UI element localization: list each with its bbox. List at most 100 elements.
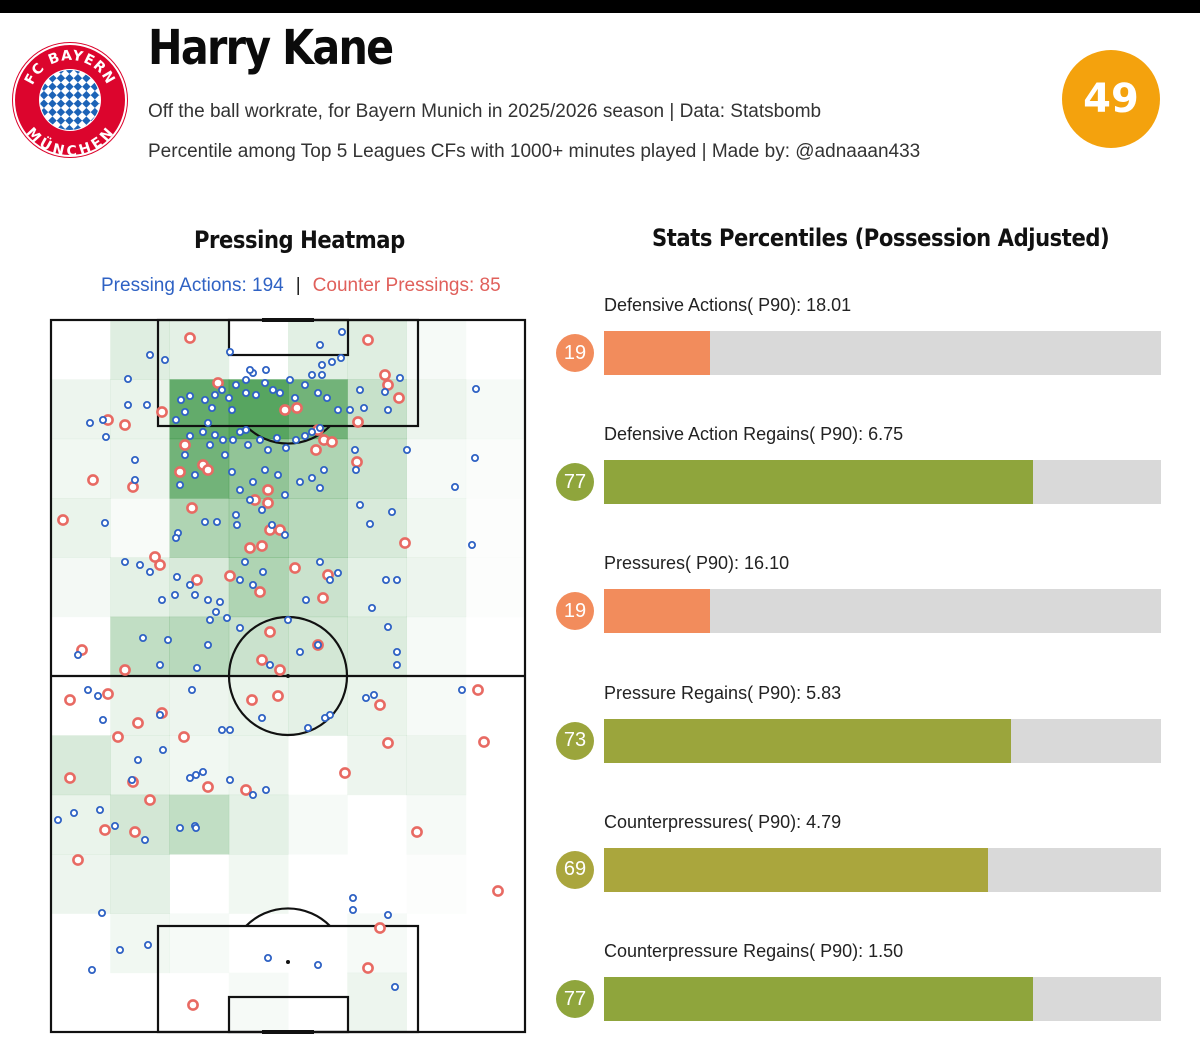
pressing-action-marker xyxy=(470,453,479,462)
pressing-action-marker xyxy=(145,350,154,359)
pressing-action-marker xyxy=(283,616,292,625)
pressing-action-marker xyxy=(133,756,142,765)
counter-pressing-marker xyxy=(129,826,141,838)
pressing-action-marker xyxy=(295,648,304,657)
pressing-action-marker xyxy=(145,568,154,577)
counter-pressing-marker xyxy=(212,377,224,389)
counter-pressing-marker xyxy=(154,559,166,571)
heatmap-cell xyxy=(347,735,407,796)
counter-pressing-marker xyxy=(184,332,196,344)
stat-bar-fill xyxy=(604,460,1033,505)
pressing-action-marker xyxy=(241,375,250,384)
heatmap-cell xyxy=(406,557,467,618)
pressing-action-marker xyxy=(192,664,201,673)
pressing-action-marker xyxy=(240,558,249,567)
heatmap-cell xyxy=(169,320,230,380)
counter-pressing-marker xyxy=(310,444,322,456)
heatmap-cell xyxy=(347,498,407,558)
pressing-action-marker xyxy=(235,485,244,494)
pressing-action-marker xyxy=(257,714,266,723)
pressing-action-marker xyxy=(263,954,272,963)
pressing-action-marker xyxy=(99,415,108,424)
pressing-action-marker xyxy=(191,771,200,780)
pressing-action-marker xyxy=(180,450,189,459)
pressing-action-marker xyxy=(205,616,214,625)
counter-pressing-marker xyxy=(291,402,303,414)
pressing-action-marker xyxy=(313,641,322,650)
pressing-action-marker xyxy=(359,403,368,412)
pressing-action-marker xyxy=(101,519,110,528)
pressing-action-marker xyxy=(383,911,392,920)
heatmap-cell xyxy=(110,735,170,796)
counter-pressing-marker xyxy=(178,731,190,743)
pressing-action-marker xyxy=(205,440,214,449)
pressing-action-marker xyxy=(255,435,264,444)
counter-pressing-marker xyxy=(99,824,111,836)
pressing-action-marker xyxy=(467,541,476,550)
heatmap-cell xyxy=(110,854,170,914)
pressing-action-marker xyxy=(198,427,207,436)
stat-bar-track xyxy=(604,460,1161,505)
heatmap-cell xyxy=(228,735,289,796)
counter-pressing-marker xyxy=(351,456,363,468)
stat-label: Counterpressure Regains( P90): 1.50 xyxy=(604,941,904,961)
pressing-action-marker xyxy=(191,824,200,833)
pressing-action-marker xyxy=(180,407,189,416)
pressing-action-marker xyxy=(355,500,364,509)
pressing-action-marker xyxy=(315,558,324,567)
counter-pressing-marker xyxy=(326,436,338,448)
stat-label: Counterpressures( P90): 4.79 xyxy=(604,811,842,832)
pressing-action-marker xyxy=(217,385,226,394)
counter-pressing-marker xyxy=(379,369,391,381)
pressing-action-marker xyxy=(210,390,219,399)
pressing-action-marker xyxy=(291,435,300,444)
pressing-action-marker xyxy=(185,431,194,440)
counter-pressing-marker xyxy=(112,731,124,743)
counter-pressing-marker xyxy=(362,962,374,974)
pressing-action-marker xyxy=(130,475,139,484)
pressing-action-marker xyxy=(86,418,95,427)
pressing-action-marker xyxy=(290,393,299,402)
counter-pressing-marker xyxy=(478,736,490,748)
pressing-action-marker xyxy=(348,906,357,915)
pressing-action-marker xyxy=(355,385,364,394)
pressing-action-marker xyxy=(171,415,180,424)
pressing-action-marker xyxy=(319,465,328,474)
pressing-action-marker xyxy=(231,380,240,389)
bottom-goal xyxy=(262,1030,314,1034)
counter-pressing-marker xyxy=(119,419,131,431)
heatmap-cell xyxy=(347,379,407,440)
pressing-action-marker xyxy=(99,716,108,725)
heatmap-cell xyxy=(110,498,170,558)
stat-bar-track xyxy=(604,718,1161,763)
pressing-action-marker xyxy=(450,482,459,491)
pressing-action-marker xyxy=(265,661,274,670)
stat-bar-track xyxy=(604,589,1161,634)
heatmap-cell xyxy=(406,735,467,796)
pressing-action-marker xyxy=(124,374,133,383)
pressing-action-marker xyxy=(295,477,304,486)
pressing-action-marker xyxy=(241,388,250,397)
heatmap-cell xyxy=(466,557,526,617)
pressing-action-marker xyxy=(130,455,139,464)
pressing-action-marker xyxy=(127,776,136,785)
pressing-action-marker xyxy=(121,558,130,567)
pressing-action-marker xyxy=(212,518,221,527)
fc-bayern-crest-icon: FC BAYERN MÜNCHEN xyxy=(12,42,128,160)
pressing-action-marker xyxy=(248,477,257,486)
counter-pressing-marker xyxy=(72,854,84,866)
pressing-action-marker xyxy=(225,347,234,356)
stat-label: Defensive Actions( P90): 18.01 xyxy=(604,295,852,315)
pressing-action-marker xyxy=(325,576,334,585)
pressing-action-marker xyxy=(217,726,226,735)
pressing-action-marker xyxy=(365,520,374,529)
pressing-action-marker xyxy=(257,505,266,514)
pitch-heatmap xyxy=(49,318,527,1034)
heatmap-cell xyxy=(347,972,407,1033)
pressing-action-marker xyxy=(227,467,236,476)
pressing-action-marker xyxy=(333,569,342,578)
legend-separator: | xyxy=(295,275,301,296)
pressing-action-marker xyxy=(235,624,244,633)
pressing-action-marker xyxy=(227,405,236,414)
counter-pressing-marker xyxy=(254,586,266,598)
